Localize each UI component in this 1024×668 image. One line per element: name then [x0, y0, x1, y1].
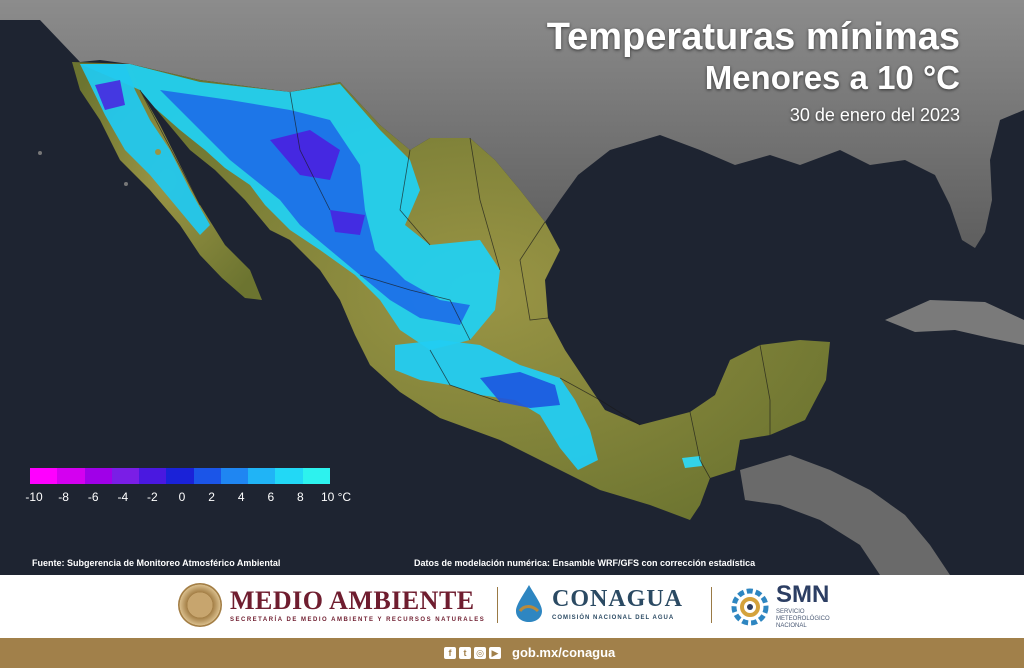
- cold-zone-central: [395, 340, 598, 470]
- legend-swatch: [166, 468, 194, 484]
- conagua-name: CONAGUA: [552, 585, 683, 612]
- temperature-legend: -10 -8 -6 -4 -2 0 2 4 6 8 10 °C: [25, 468, 360, 508]
- conagua-drop-icon: [516, 585, 542, 622]
- island: [38, 151, 42, 155]
- model-note: Datos de modelación numérica: Ensamble W…: [414, 558, 756, 568]
- island: [155, 149, 161, 155]
- logo-bar: MEDIO AMBIENTE SECRETARÍA DE MEDIO AMBIE…: [0, 575, 1024, 638]
- medio-ambiente-subtitle: SECRETARÍA DE MEDIO AMBIENTE Y RECURSOS …: [230, 617, 486, 623]
- map-title-block: Temperaturas mínimas Menores a 10 °C 30 …: [547, 16, 960, 130]
- cold-zone-central-core: [480, 372, 560, 408]
- smn-name: SMN: [776, 581, 830, 608]
- legend-swatch: [111, 468, 140, 484]
- legend-tick-label: 10 °C: [320, 490, 352, 504]
- cold-zone-deep: [270, 130, 340, 180]
- conagua-subtitle: COMISIÓN NACIONAL DEL AGUA: [552, 614, 675, 621]
- legend-tick-label: -2: [147, 490, 158, 504]
- map-date: 30 de enero del 2023: [789, 105, 960, 125]
- temperature-map: Temperaturas mínimas Menores a 10 °C 30 …: [0, 0, 1024, 575]
- logo-divider: [497, 587, 498, 623]
- state-boundaries: [139, 89, 771, 479]
- legend-swatch: [220, 468, 249, 484]
- island: [124, 182, 128, 186]
- legend-labels: -10 -8 -6 -4 -2 0 2 4 6 8 10 °C: [25, 490, 360, 508]
- cold-zone-core: [160, 90, 470, 325]
- legend-tick-label: -10: [25, 490, 43, 504]
- usa-landmass: [0, 0, 1024, 248]
- medio-ambiente-logo: MEDIO AMBIENTE SECRETARÍA DE MEDIO AMBIE…: [178, 583, 485, 627]
- smn-subtitle: SERVICIO METEOROLÓGICO NACIONAL: [776, 609, 830, 629]
- social-icons: f t ◎ ▶: [444, 647, 501, 659]
- legend-tick-label: -4: [117, 490, 129, 504]
- mexico-seal-icon: [178, 583, 222, 627]
- map-subtitle: Menores a 10 °C: [704, 59, 960, 96]
- conagua-logo: CONAGUA COMISIÓN NACIONAL DEL AGUA: [512, 583, 683, 623]
- twitter-icon[interactable]: t: [459, 647, 471, 659]
- youtube-icon[interactable]: ▶: [489, 647, 501, 659]
- legend-tick-label: 6: [267, 490, 275, 504]
- legend-tick-label: 4: [237, 490, 245, 504]
- legend-color-bar: [30, 468, 330, 484]
- instagram-icon[interactable]: ◎: [474, 647, 486, 659]
- legend-swatch: [139, 468, 167, 484]
- logo-divider: [711, 587, 712, 623]
- cold-zone-deep-2: [330, 210, 365, 235]
- facebook-icon[interactable]: f: [444, 647, 456, 659]
- central-america-landmass: [740, 455, 950, 575]
- legend-swatch: [193, 468, 221, 484]
- legend-tick-label: -6: [87, 490, 99, 504]
- legend-tick-label: 2: [208, 490, 215, 504]
- footer-band: f t ◎ ▶ gob.mx/conagua: [0, 638, 1024, 668]
- map-title: Temperaturas mínimas: [546, 16, 960, 58]
- legend-tick-label: -8: [58, 490, 69, 504]
- medio-ambiente-name: MEDIO AMBIENTE: [230, 586, 475, 615]
- legend-swatch: [302, 468, 330, 484]
- legend-swatch: [30, 468, 58, 484]
- legend-tick-label: 8: [297, 490, 304, 504]
- legend-swatch: [248, 468, 276, 484]
- cold-zone-chiapas: [682, 456, 702, 468]
- legend-tick-label: 0: [178, 490, 186, 504]
- source-note: Fuente: Subgerencia de Monitoreo Atmosfé…: [32, 558, 281, 568]
- smn-logo: SMN SERVICIO METEOROLÓGICO NACIONAL: [730, 583, 836, 630]
- cold-zone-deep-3: [95, 80, 125, 110]
- legend-swatch: [84, 468, 112, 484]
- legend-swatch: [57, 468, 85, 484]
- conagua-url-link[interactable]: gob.mx/conagua: [512, 645, 616, 660]
- cuba-landmass: [885, 300, 1024, 345]
- map-canvas: [0, 0, 1024, 575]
- legend-swatch: [275, 468, 303, 484]
- smn-spiral-icon: [731, 588, 769, 625]
